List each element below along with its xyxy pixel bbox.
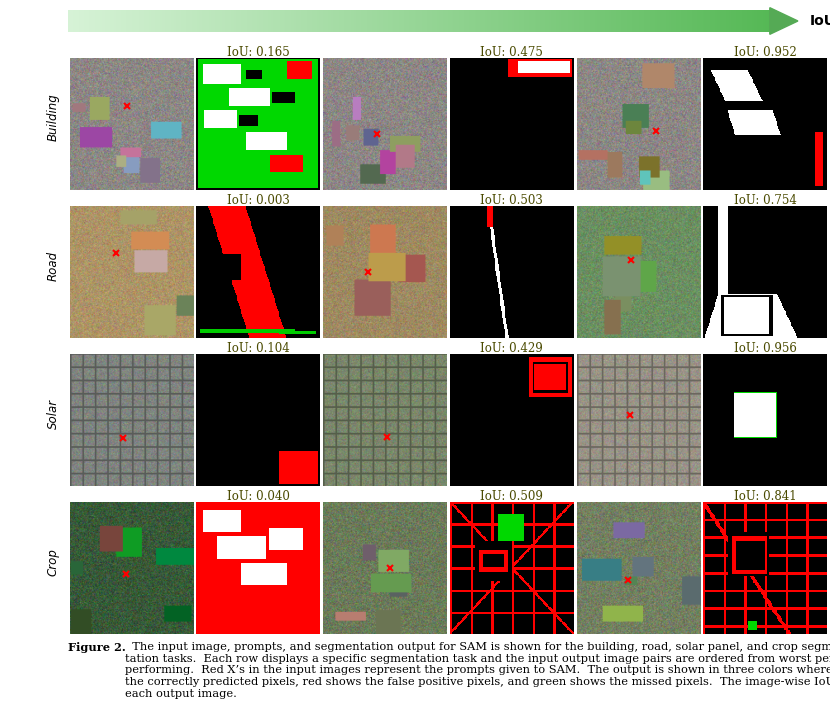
Text: Figure 2.: Figure 2. — [68, 642, 126, 653]
Text: IoU: 0.841: IoU: 0.841 — [734, 489, 796, 502]
Text: IoU: IoU — [809, 14, 830, 28]
Text: IoU: 0.165: IoU: 0.165 — [227, 46, 290, 59]
Text: IoU: 0.952: IoU: 0.952 — [734, 46, 796, 59]
Text: Solar: Solar — [46, 398, 60, 429]
Text: Building: Building — [46, 93, 60, 141]
Text: IoU: 0.475: IoU: 0.475 — [480, 46, 543, 59]
Text: IoU: 0.104: IoU: 0.104 — [227, 342, 290, 355]
Text: IoU: 0.429: IoU: 0.429 — [481, 342, 543, 355]
Text: Road: Road — [46, 251, 60, 281]
Text: IoU: 0.003: IoU: 0.003 — [227, 194, 290, 206]
Text: IoU: 0.503: IoU: 0.503 — [480, 194, 543, 206]
Polygon shape — [769, 8, 798, 34]
Text: Crop: Crop — [46, 547, 60, 576]
Text: The input image, prompts, and segmentation output for SAM is shown for the build: The input image, prompts, and segmentati… — [124, 642, 830, 699]
Text: IoU: 0.956: IoU: 0.956 — [734, 342, 797, 355]
Text: IoU: 0.754: IoU: 0.754 — [734, 194, 797, 206]
Text: IoU: 0.509: IoU: 0.509 — [480, 489, 543, 502]
Text: IoU: 0.040: IoU: 0.040 — [227, 489, 290, 502]
